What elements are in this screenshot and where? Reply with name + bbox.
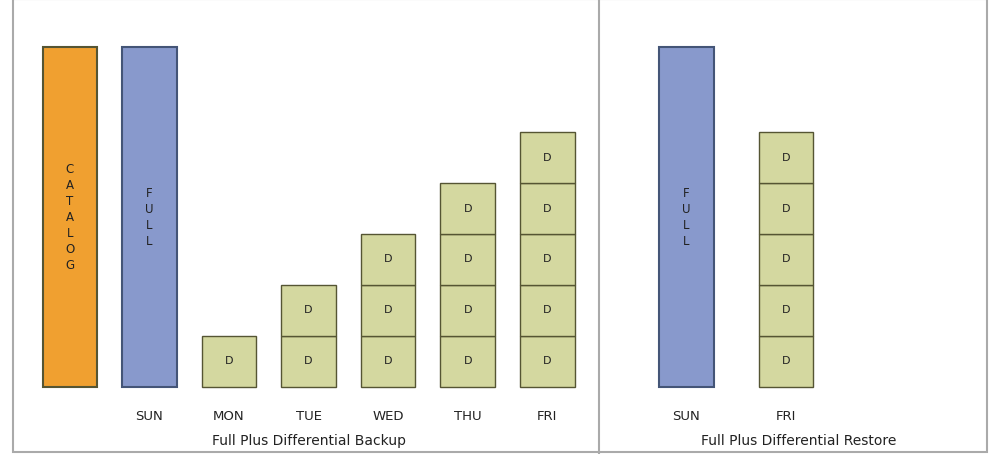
Text: D: D	[463, 306, 472, 316]
Text: F
U
L
L: F U L L	[682, 187, 691, 247]
Bar	[520, 234, 575, 285]
FancyBboxPatch shape	[13, 0, 987, 452]
Text: SUN: SUN	[136, 410, 163, 424]
Text: SUN: SUN	[673, 410, 700, 424]
Text: D: D	[543, 306, 551, 316]
Bar	[759, 285, 813, 336]
Bar	[440, 183, 495, 234]
Bar	[281, 285, 336, 336]
Bar	[281, 336, 336, 387]
Bar	[43, 47, 97, 387]
Text: Full Plus Differential Backup: Full Plus Differential Backup	[212, 434, 406, 448]
Text: THU: THU	[454, 410, 481, 424]
Text: D: D	[225, 356, 233, 366]
Bar	[122, 47, 177, 387]
Text: D: D	[782, 203, 790, 213]
Text: D: D	[463, 356, 472, 366]
Text: D: D	[463, 203, 472, 213]
Bar	[759, 234, 813, 285]
Text: MON: MON	[213, 410, 245, 424]
Bar	[361, 234, 415, 285]
Text: D: D	[543, 254, 551, 264]
Text: D: D	[384, 254, 392, 264]
Text: FRI: FRI	[776, 410, 796, 424]
Bar	[361, 336, 415, 387]
Text: FRI: FRI	[537, 410, 557, 424]
Text: WED: WED	[372, 410, 404, 424]
Bar	[440, 336, 495, 387]
Bar	[361, 285, 415, 336]
Text: D: D	[782, 153, 790, 163]
Text: D: D	[463, 254, 472, 264]
Bar	[659, 47, 714, 387]
Bar	[520, 183, 575, 234]
Bar	[759, 132, 813, 183]
Text: D: D	[782, 356, 790, 366]
Bar	[202, 336, 256, 387]
Text: D: D	[543, 153, 551, 163]
Text: F
U
L
L: F U L L	[145, 187, 154, 247]
Bar	[759, 336, 813, 387]
Bar	[759, 183, 813, 234]
Text: D: D	[782, 306, 790, 316]
Bar	[520, 132, 575, 183]
Bar	[440, 285, 495, 336]
Text: D: D	[304, 306, 313, 316]
Text: D: D	[304, 356, 313, 366]
Text: Full Plus Differential Restore: Full Plus Differential Restore	[701, 434, 896, 448]
Text: D: D	[782, 254, 790, 264]
Text: TUE: TUE	[296, 410, 322, 424]
Text: D: D	[384, 306, 392, 316]
Text: D: D	[384, 356, 392, 366]
Text: D: D	[543, 203, 551, 213]
Bar	[520, 285, 575, 336]
Bar	[520, 336, 575, 387]
Bar	[440, 234, 495, 285]
Text: D: D	[543, 356, 551, 366]
Text: C
A
T
A
L
O
G: C A T A L O G	[65, 163, 75, 271]
